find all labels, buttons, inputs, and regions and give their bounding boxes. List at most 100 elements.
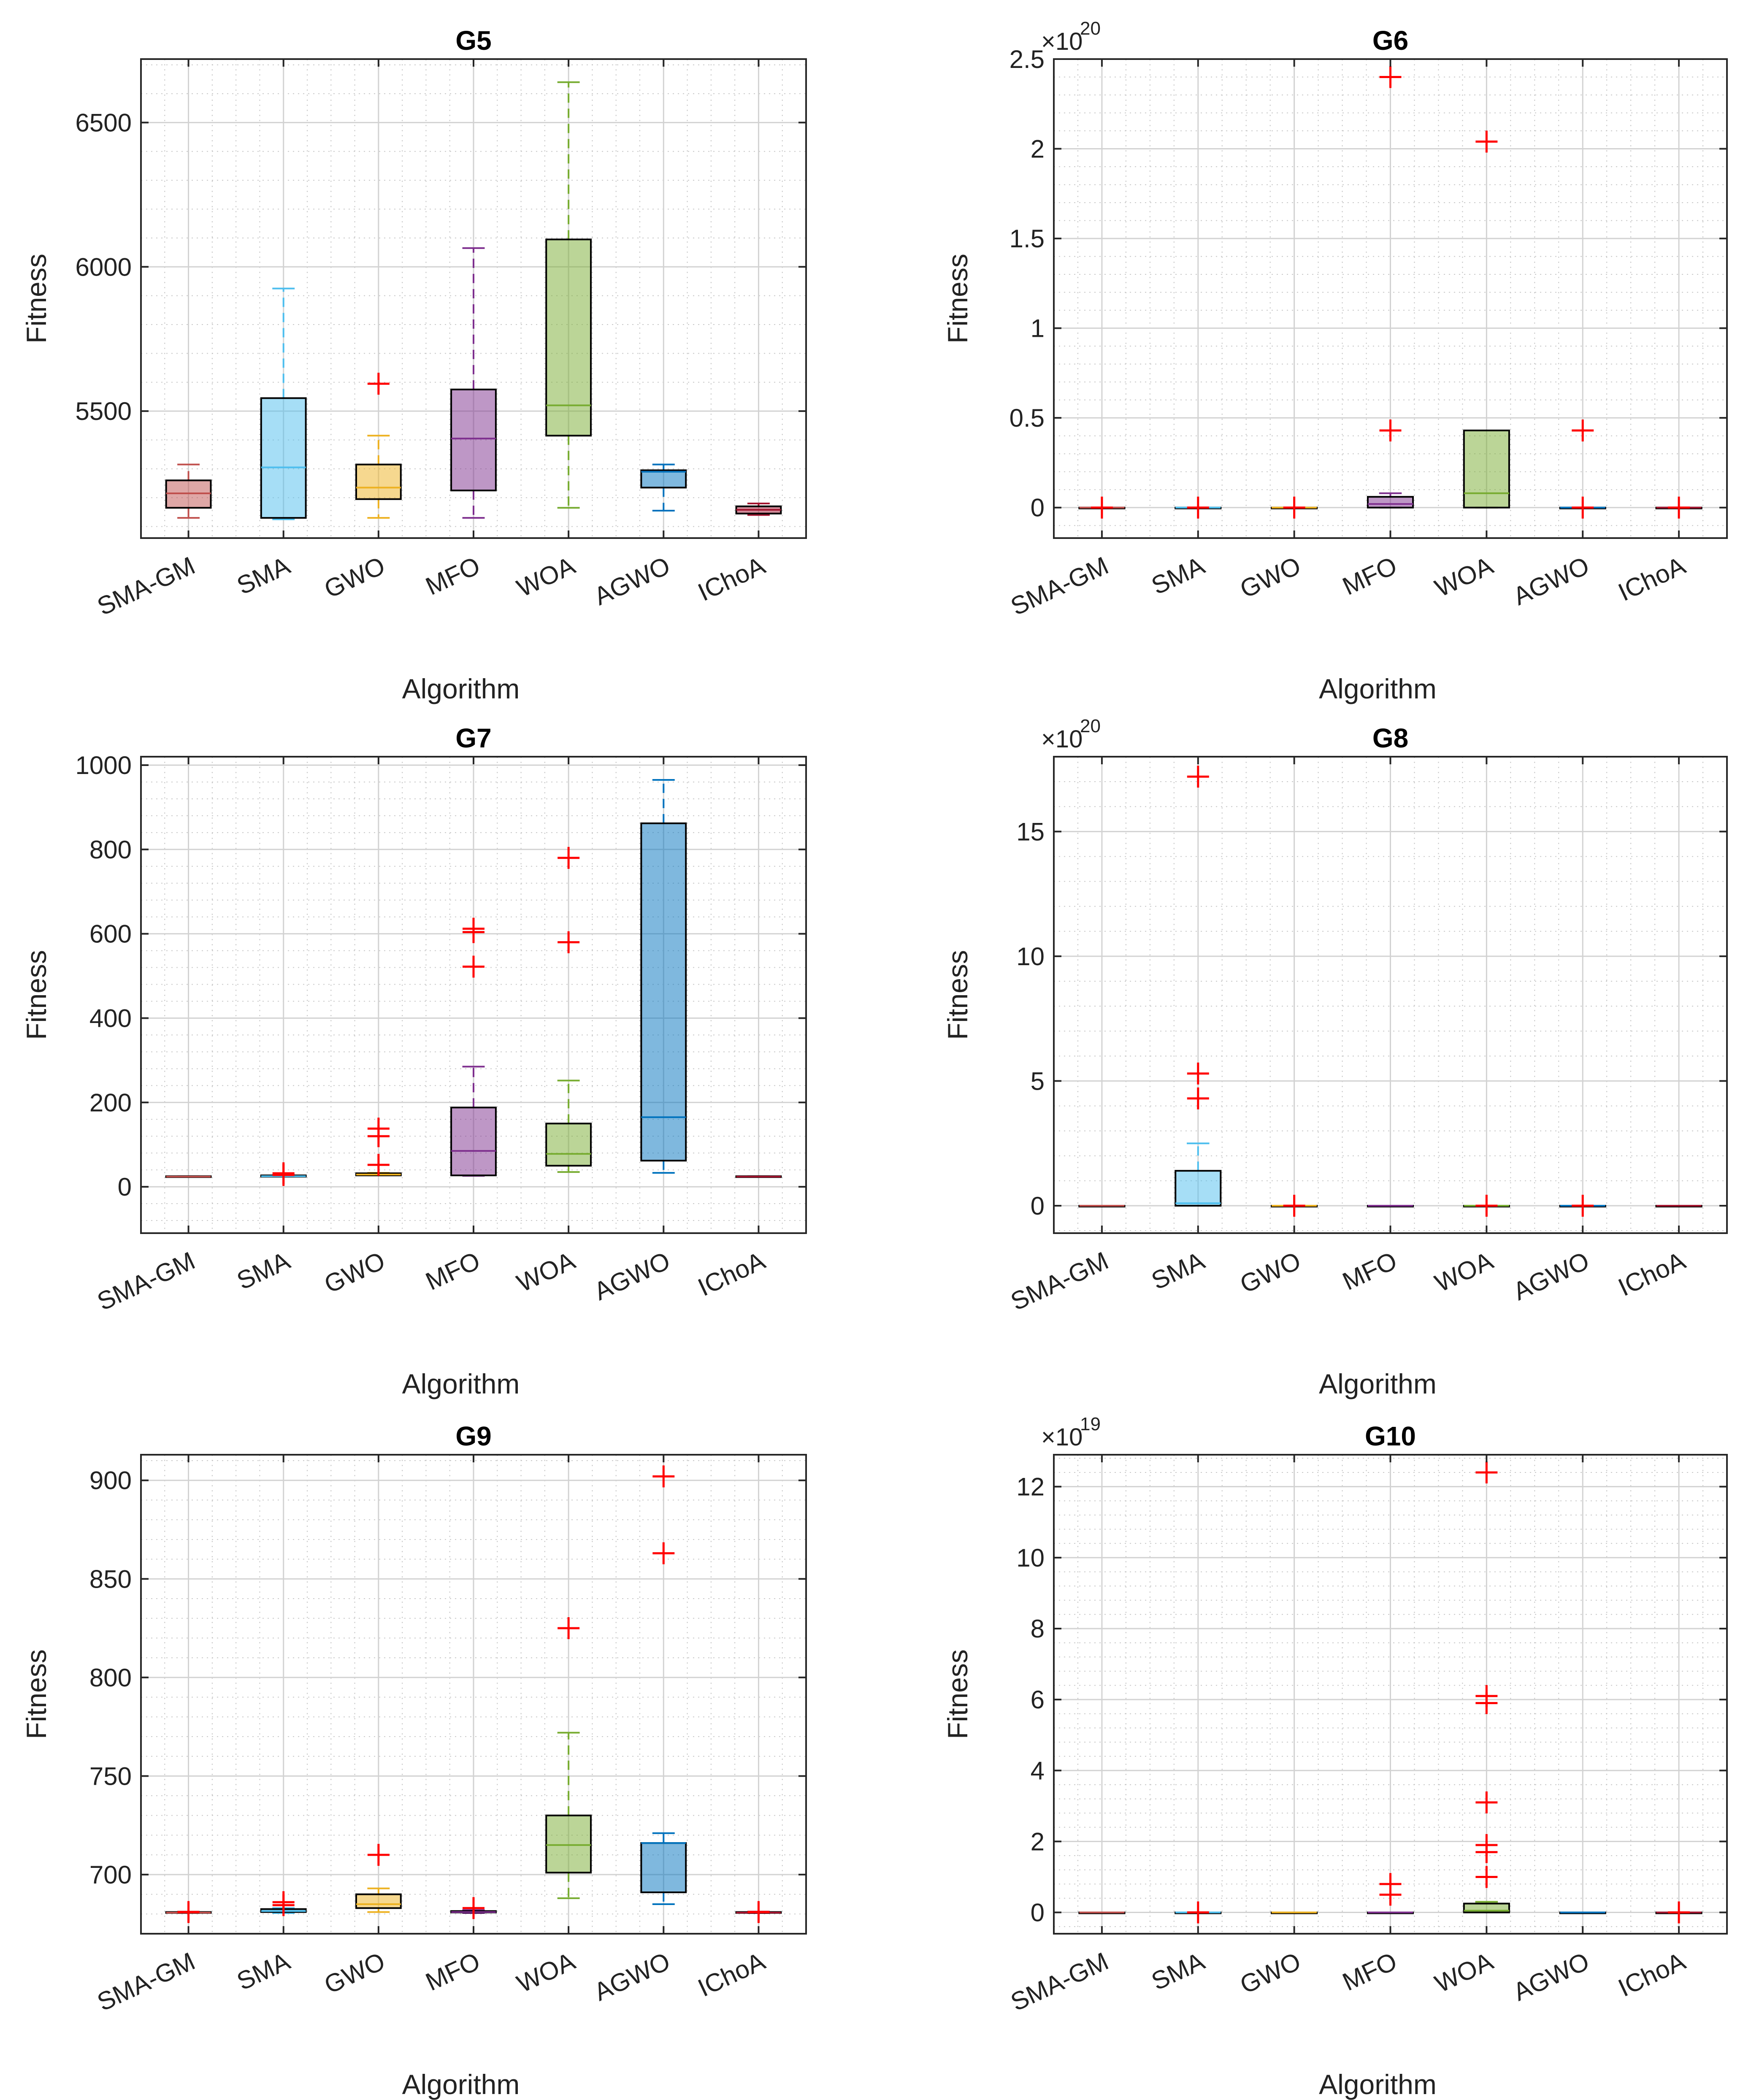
outlier-marker: [1283, 1194, 1305, 1217]
box-agwo: [1559, 419, 1606, 519]
box-sma: [1175, 766, 1222, 1207]
outlier-marker: [558, 931, 580, 953]
y-tick-label: 10: [1016, 1544, 1045, 1572]
box-mfo: [1367, 1873, 1414, 1914]
x-tick-label: GWO: [320, 1947, 389, 1999]
x-tick-label: SMA-GM: [93, 1947, 199, 2016]
chart-g9: 700 750 800 850 900 SMA-GM SMA GWO MFO WOA AGWO ICh…: [21, 1421, 807, 2100]
y-tick-label: 800: [89, 836, 132, 864]
box-woa: [1463, 1461, 1510, 1913]
x-tick-label: MFO: [1338, 1947, 1401, 1996]
y-tick-label: 0: [118, 1173, 132, 1201]
outlier-marker: [1475, 1834, 1498, 1856]
chart-g8: 0 5 10 15 SMA-GM SMA GWO MFO WOA AGWO IChoA G8 Algor…: [942, 716, 1728, 1399]
box-sma: [260, 287, 307, 520]
y-tick-label: 1: [1031, 314, 1045, 343]
box-mfo: [450, 247, 497, 519]
outlier-marker: [1572, 496, 1594, 519]
outlier-marker: [272, 1164, 295, 1186]
y-tick-label: 0: [1031, 1192, 1045, 1220]
x-tick-label: IChoA: [1614, 1246, 1689, 1302]
x-tick-label: WOA: [512, 1947, 579, 1998]
x-tick-label: AGWO: [1509, 1246, 1594, 1306]
box-body: [1367, 496, 1414, 509]
outlier-marker: [1379, 419, 1402, 441]
x-tick-label: AGWO: [1509, 1947, 1594, 2006]
box-woa: [1463, 130, 1510, 509]
x-tick-label: IChoA: [1614, 551, 1689, 606]
y-axis-label: Fitness: [942, 950, 973, 1040]
box-body: [355, 1893, 402, 1909]
box-gwo: [355, 1118, 402, 1177]
exponent-base: ×10: [1041, 1423, 1083, 1451]
exponent-base: ×10: [1041, 725, 1083, 753]
box-body: [1463, 429, 1510, 509]
outlier-marker: [1283, 496, 1305, 519]
outlier-marker: [1187, 1901, 1209, 1924]
chart-g5: 5500 6000 6500 SMA-GM SMA GWO MFO WOA AGWO IChoA G…: [21, 25, 807, 704]
outlier-marker: [652, 1542, 675, 1564]
x-tick-label: WOA: [1431, 1947, 1497, 1998]
box-mfo: [1367, 66, 1414, 509]
x-tick-label: GWO: [1236, 1947, 1305, 1999]
y-tick-label: 6: [1031, 1686, 1045, 1714]
x-tick-label: GWO: [320, 551, 389, 603]
outlier-marker: [1475, 1194, 1498, 1217]
outlier-marker: [1091, 496, 1113, 519]
outlier-marker: [1475, 130, 1498, 153]
box-sma-gm: [165, 463, 212, 519]
outlier-marker: [1187, 496, 1209, 519]
chart-title: G10: [1365, 1421, 1416, 1451]
y-tick-label: 8: [1031, 1615, 1045, 1643]
outlier-marker: [367, 1844, 390, 1866]
box-body: [545, 1123, 592, 1167]
chart-title: G9: [455, 1421, 491, 1451]
box-sma: [260, 1162, 307, 1186]
y-tick-label: 2.5: [1010, 45, 1045, 73]
outlier-marker: [1475, 1791, 1498, 1813]
exponent-base: ×10: [1041, 28, 1083, 55]
y-tick-label: 4: [1031, 1756, 1045, 1785]
x-tick-label: SMA: [233, 551, 294, 600]
y-tick-label: 6000: [76, 253, 132, 281]
outlier-marker: [1187, 766, 1209, 788]
x-tick-label: SMA: [1147, 551, 1209, 600]
x-tick-label: SMA: [233, 1246, 294, 1295]
box-ichoa: [1655, 1901, 1702, 1924]
x-tick-label: IChoA: [1614, 1947, 1689, 2002]
outlier-marker: [463, 955, 484, 978]
x-axis-label: Algorithm: [1319, 1368, 1437, 1399]
x-axis-label: Algorithm: [402, 673, 520, 704]
outlier-marker: [1187, 1062, 1209, 1085]
x-tick-label: MFO: [1338, 1246, 1401, 1296]
y-tick-label: 400: [89, 1004, 132, 1032]
x-tick-label: SMA-GM: [1007, 1947, 1113, 2016]
y-axis-label: Fitness: [21, 1649, 52, 1739]
y-tick-label: 15: [1016, 817, 1045, 846]
outlier-marker: [558, 847, 580, 869]
box-ichoa: [1655, 1204, 1702, 1207]
box-agwo: [640, 463, 687, 512]
box-body: [450, 388, 497, 492]
outlier-marker: [1668, 1901, 1690, 1924]
x-tick-label: WOA: [512, 1246, 579, 1297]
box-ichoa: [1655, 496, 1702, 519]
box-mfo: [450, 1897, 497, 1919]
box-agwo: [640, 779, 687, 1174]
x-tick-label: IChoA: [693, 1947, 769, 2002]
y-tick-label: 900: [89, 1467, 132, 1495]
box-body: [640, 469, 687, 489]
box-sma: [1175, 496, 1222, 519]
box-sma-gm: [165, 1175, 212, 1178]
box-ichoa: [735, 1175, 782, 1178]
y-axis-label: Fitness: [942, 1649, 973, 1739]
outlier-marker: [463, 917, 484, 940]
y-axis-label: Fitness: [21, 950, 52, 1040]
box-agwo: [1559, 1194, 1606, 1217]
outlier-marker: [558, 1617, 580, 1640]
box-agwo: [640, 1465, 687, 1905]
x-tick-label: SMA: [233, 1947, 294, 1996]
